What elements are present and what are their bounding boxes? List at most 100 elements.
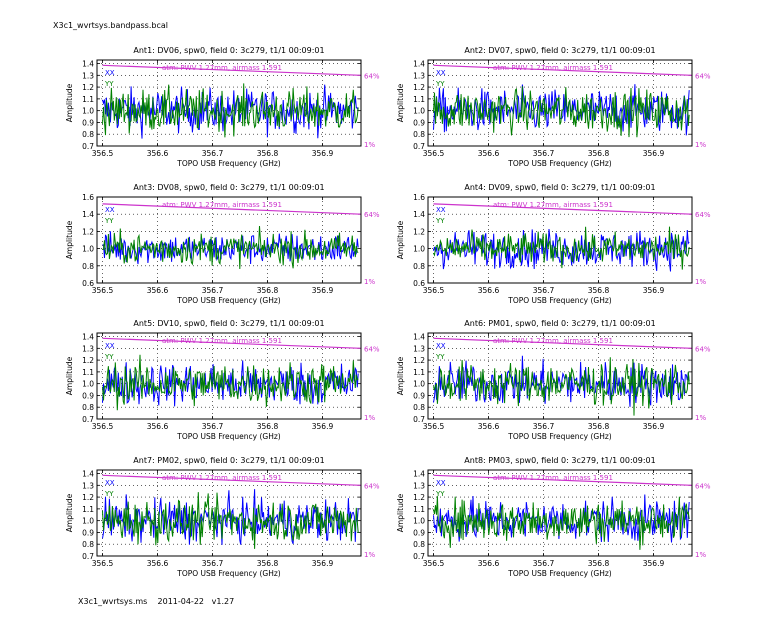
atm-scale-bottom: 1%	[364, 414, 375, 422]
atm-scale-bottom: 1%	[695, 278, 706, 286]
atm-scale-bottom: 1%	[695, 141, 706, 149]
x-tick-label: 356.9	[643, 286, 665, 295]
y-tick-label: 1.3	[82, 481, 94, 490]
y-axis-label: Amplitude	[396, 220, 405, 259]
x-tick-label: 356.8	[257, 559, 279, 568]
y-tick-label: 1.1	[82, 95, 94, 104]
atm-label: atm: PWV 1.27mm, airmass 1.591	[162, 201, 282, 209]
x-tick-label: 356.5	[423, 149, 445, 158]
plot-frame	[427, 332, 693, 420]
plot-canvas: 0.7 0.8 0.9 1.0 1.1 1.2 1.3 1.4 356.5 356.6 356.7 3…	[396, 59, 711, 168]
file-title: X3c1_wvrtsys.bandpass.bcal	[53, 21, 168, 30]
plot-canvas: 0.7 0.8 0.9 1.0 1.1 1.2 1.3 1.4 356.5 356.6 356.7 3…	[65, 469, 380, 578]
x-tick-label: 356.5	[92, 559, 114, 568]
x-tick-label: 356.8	[588, 422, 610, 431]
y-tick-label: 0.8	[82, 130, 94, 139]
plot-canvas: 0.7 0.8 0.9 1.0 1.1 1.2 1.3 1.4 356.5 356.6 356.7 3…	[396, 332, 711, 441]
x-axis-label: TOPO USB Frequency (GHz)	[507, 159, 612, 168]
atm-scale-top: 64%	[364, 482, 380, 490]
x-tick-label: 356.9	[643, 559, 665, 568]
series-yy	[102, 354, 359, 411]
y-tick-label: 1.0	[82, 245, 94, 254]
x-tick-label: 356.7	[533, 286, 555, 295]
plot-frame	[96, 59, 362, 147]
x-tick-label: 356.7	[202, 559, 224, 568]
plot-panel-ant1: 0.7 0.8 0.9 1.0 1.1 1.2 1.3 1.4 356.5 356.6 356.7 3…	[57, 44, 401, 178]
atm-scale-bottom: 1%	[364, 551, 375, 559]
y-tick-label: 1.6	[82, 193, 94, 202]
x-tick-label: 356.9	[643, 422, 665, 431]
x-tick-label: 356.9	[312, 422, 334, 431]
y-tick-label: 1.2	[82, 227, 94, 236]
x-tick-label: 356.5	[423, 286, 445, 295]
y-tick-label: 1.0	[413, 517, 425, 526]
y-tick-label: 0.9	[413, 528, 425, 537]
series-yy	[433, 496, 690, 550]
plot-title: Ant6: PM01, spw0, field 0: 3c279, t1/1 0…	[464, 319, 656, 328]
atm-scale-top: 64%	[364, 345, 380, 353]
atm-scale-top: 64%	[695, 72, 711, 80]
x-tick-label: 356.9	[312, 286, 334, 295]
legend-yy: YY	[104, 217, 114, 225]
y-tick-label: 1.4	[413, 333, 425, 342]
plot-canvas: 0.7 0.8 0.9 1.0 1.1 1.2 1.3 1.4 356.5 356.6 356.7 3…	[65, 332, 380, 441]
y-tick-label: 0.8	[413, 130, 425, 139]
x-axis-label: TOPO USB Frequency (GHz)	[176, 569, 281, 578]
plot-panel-ant2: 0.7 0.8 0.9 1.0 1.1 1.2 1.3 1.4 356.5 356.6 356.7 3…	[388, 44, 732, 178]
x-tick-label: 356.6	[147, 422, 169, 431]
y-tick-label: 1.4	[413, 470, 425, 479]
series-yy	[102, 492, 359, 549]
atm-transmission-line	[433, 203, 693, 215]
atm-label: atm: PWV 1.27mm, airmass 1.591	[162, 474, 282, 482]
y-axis-label: Amplitude	[65, 220, 74, 259]
x-axis-label: TOPO USB Frequency (GHz)	[176, 432, 281, 441]
y-tick-label: 1.3	[413, 71, 425, 80]
y-tick-label: 0.9	[413, 118, 425, 127]
x-tick-label: 356.9	[312, 559, 334, 568]
legend-yy: YY	[435, 217, 445, 225]
legend-yy: YY	[104, 490, 114, 498]
y-tick-label: 0.6	[413, 279, 425, 288]
x-tick-label: 356.8	[588, 286, 610, 295]
y-tick-label: 1.6	[413, 193, 425, 202]
series-yy	[433, 226, 690, 270]
x-tick-label: 356.7	[202, 286, 224, 295]
atm-scale-top: 64%	[695, 211, 711, 219]
plot-panel-ant5: 0.7 0.8 0.9 1.0 1.1 1.2 1.3 1.4 356.5 356.6 356.7 3…	[57, 317, 401, 451]
atm-scale-bottom: 1%	[695, 551, 706, 559]
y-tick-label: 0.7	[82, 415, 94, 424]
x-tick-label: 356.9	[312, 149, 334, 158]
series-yy	[433, 86, 690, 138]
y-tick-label: 0.8	[413, 540, 425, 549]
plot-canvas: 0.7 0.8 0.9 1.0 1.1 1.2 1.3 1.4 356.5 356.6 356.7 3…	[396, 469, 711, 578]
atm-transmission-line	[102, 64, 362, 76]
y-tick-label: 0.9	[82, 528, 94, 537]
y-tick-label: 1.1	[413, 368, 425, 377]
atm-label: atm: PWV 1.27mm, airmass 1.591	[493, 474, 613, 482]
plot-frame	[96, 332, 362, 420]
atm-scale-top: 64%	[695, 345, 711, 353]
plot-panel-ant6: 0.7 0.8 0.9 1.0 1.1 1.2 1.3 1.4 356.5 356.6 356.7 3…	[388, 317, 732, 451]
plot-title: Ant2: DV07, spw0, field 0: 3c279, t1/1 0…	[464, 46, 656, 55]
y-tick-label: 1.4	[82, 60, 94, 69]
atm-transmission-line	[433, 64, 693, 76]
y-tick-label: 1.0	[413, 107, 425, 116]
series-yy	[433, 357, 690, 416]
legend-yy: YY	[435, 80, 445, 88]
x-tick-label: 356.7	[202, 422, 224, 431]
x-tick-label: 356.6	[147, 149, 169, 158]
x-tick-label: 356.8	[257, 149, 279, 158]
plot-canvas: 0.6 0.8 1.0 1.2 1.4 1.6 356.5 356.6 356.7 356.8 35…	[65, 193, 380, 305]
atm-label: atm: PWV 1.27mm, airmass 1.591	[493, 201, 613, 209]
y-tick-label: 1.4	[82, 210, 94, 219]
atm-label: atm: PWV 1.27mm, airmass 1.591	[493, 64, 613, 72]
x-tick-label: 356.5	[423, 559, 445, 568]
x-tick-label: 356.9	[643, 149, 665, 158]
y-tick-label: 1.4	[413, 60, 425, 69]
y-tick-label: 1.4	[413, 210, 425, 219]
x-tick-label: 356.6	[147, 559, 169, 568]
atm-scale-bottom: 1%	[364, 278, 375, 286]
x-axis-label: TOPO USB Frequency (GHz)	[507, 432, 612, 441]
x-tick-label: 356.5	[92, 286, 114, 295]
legend-xx: XX	[105, 206, 115, 214]
